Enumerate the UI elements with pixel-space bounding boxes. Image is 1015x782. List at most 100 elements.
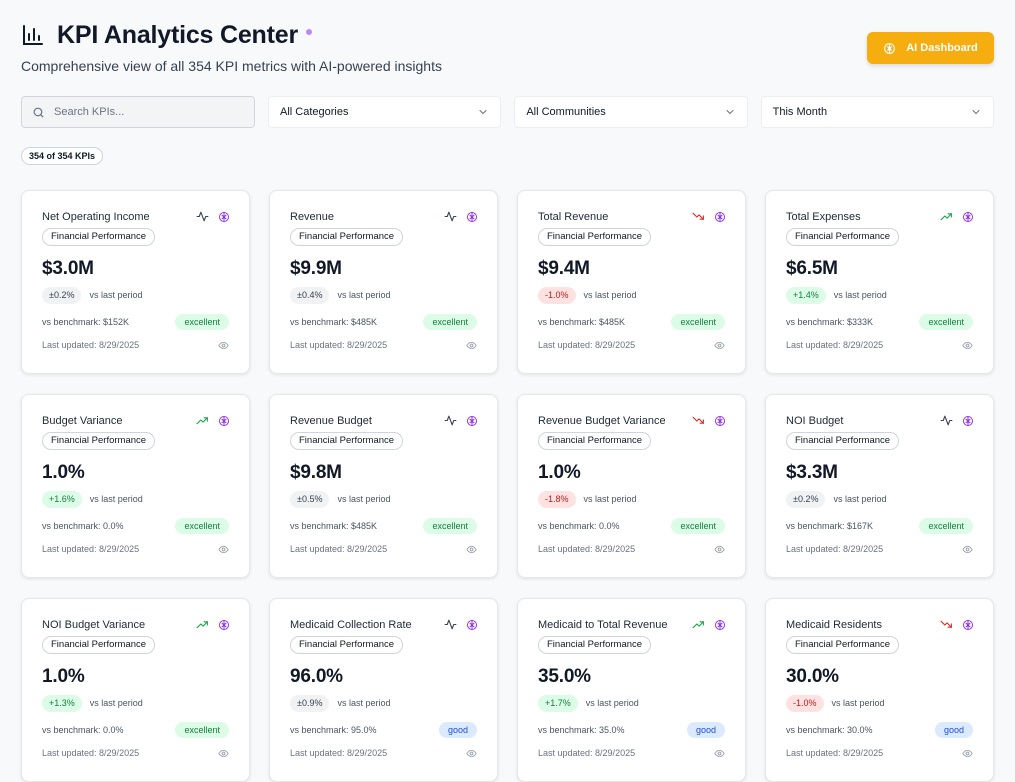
kpi-card[interactable]: Medicaid Residents Financial Performance… bbox=[765, 598, 994, 782]
kpi-card-icons bbox=[444, 618, 478, 631]
change-label: vs last period bbox=[583, 494, 637, 504]
eye-icon[interactable] bbox=[466, 340, 477, 351]
kpi-card[interactable]: NOI Budget Financial Performance $3.3M ±… bbox=[765, 394, 994, 578]
brain-icon[interactable] bbox=[714, 211, 726, 223]
benchmark-text: vs benchmark: $485K bbox=[290, 521, 378, 531]
kpi-name: Medicaid to Total Revenue bbox=[538, 619, 668, 631]
change-badge: ±0.9% bbox=[290, 694, 330, 712]
brain-icon[interactable] bbox=[962, 415, 974, 427]
brain-icon[interactable] bbox=[218, 619, 230, 631]
trending-up-icon bbox=[692, 618, 705, 631]
category-badge: Financial Performance bbox=[290, 432, 404, 450]
change-label: vs last period bbox=[89, 494, 143, 504]
kpi-value: $3.0M bbox=[42, 258, 94, 279]
brain-icon[interactable] bbox=[218, 211, 230, 223]
kpi-name: Budget Variance bbox=[42, 415, 123, 427]
kpi-card[interactable]: Total Revenue Financial Performance $9.4… bbox=[517, 190, 746, 374]
activity-icon bbox=[444, 618, 457, 631]
trending-down-icon bbox=[692, 210, 705, 223]
change-badge: +1.4% bbox=[786, 286, 826, 304]
category-badge: Financial Performance bbox=[538, 432, 652, 450]
kpi-card-icons bbox=[444, 210, 478, 223]
change-row: ±0.5% vs last period bbox=[290, 490, 477, 508]
eye-icon[interactable] bbox=[714, 340, 725, 351]
status-dot bbox=[305, 29, 312, 35]
kpi-card[interactable]: Budget Variance Financial Performance 1.… bbox=[21, 394, 250, 578]
kpi-card[interactable]: Revenue Financial Performance $9.9M ±0.4… bbox=[269, 190, 498, 374]
updated-row: Last updated: 8/29/2025 bbox=[42, 338, 229, 352]
category-badge: Financial Performance bbox=[786, 228, 900, 246]
kpi-card-icons bbox=[196, 414, 230, 427]
rating-badge: excellent bbox=[671, 314, 725, 330]
eye-icon[interactable] bbox=[714, 748, 725, 759]
benchmark-row: vs benchmark: $333K excellent bbox=[786, 313, 973, 331]
eye-icon[interactable] bbox=[466, 544, 477, 555]
benchmark-row: vs benchmark: 0.0% excellent bbox=[538, 517, 725, 535]
eye-icon[interactable] bbox=[466, 748, 477, 759]
updated-row: Last updated: 8/29/2025 bbox=[538, 746, 725, 760]
kpi-name: Revenue Budget Variance bbox=[538, 415, 666, 427]
rating-badge: good bbox=[438, 722, 477, 738]
category-badge: Financial Performance bbox=[786, 432, 900, 450]
rating-badge: excellent bbox=[423, 314, 477, 330]
benchmark-row: vs benchmark: 95.0% good bbox=[290, 721, 477, 739]
ai-dashboard-label: AI Dashboard bbox=[906, 42, 978, 54]
kpi-card[interactable]: NOI Budget Variance Financial Performanc… bbox=[21, 598, 250, 782]
eye-icon[interactable] bbox=[218, 748, 229, 759]
last-updated-text: Last updated: 8/29/2025 bbox=[290, 544, 388, 554]
brain-icon[interactable] bbox=[962, 211, 974, 223]
rating-badge: excellent bbox=[175, 518, 229, 534]
kpi-card[interactable]: Revenue Budget Financial Performance $9.… bbox=[269, 394, 498, 578]
page-header: KPI Analytics Center Comprehensive view … bbox=[21, 18, 994, 78]
period-select[interactable]: This Month bbox=[760, 96, 994, 128]
brain-icon[interactable] bbox=[218, 415, 230, 427]
eye-icon[interactable] bbox=[962, 748, 973, 759]
kpi-card[interactable]: Total Expenses Financial Performance $6.… bbox=[765, 190, 994, 374]
benchmark-text: vs benchmark: 95.0% bbox=[290, 725, 377, 735]
trending-up-icon bbox=[196, 618, 209, 631]
last-updated-text: Last updated: 8/29/2025 bbox=[538, 340, 636, 350]
benchmark-text: vs benchmark: 0.0% bbox=[538, 521, 620, 531]
eye-icon[interactable] bbox=[218, 340, 229, 351]
kpi-value: $9.4M bbox=[538, 258, 590, 279]
trending-up-icon bbox=[940, 210, 953, 223]
brain-icon[interactable] bbox=[714, 415, 726, 427]
brain-icon[interactable] bbox=[714, 619, 726, 631]
brain-icon[interactable] bbox=[466, 619, 478, 631]
rating-badge: good bbox=[934, 722, 973, 738]
kpi-card[interactable]: Net Operating Income Financial Performan… bbox=[21, 190, 250, 374]
kpi-card[interactable]: Revenue Budget Variance Financial Perfor… bbox=[517, 394, 746, 578]
change-badge: +1.7% bbox=[538, 694, 578, 712]
eye-icon[interactable] bbox=[962, 544, 973, 555]
kpi-value: 30.0% bbox=[786, 666, 839, 687]
benchmark-text: vs benchmark: $333K bbox=[786, 317, 874, 327]
kpi-card[interactable]: Medicaid to Total Revenue Financial Perf… bbox=[517, 598, 746, 782]
kpi-card-icons bbox=[940, 414, 974, 427]
change-badge: +1.6% bbox=[42, 490, 82, 508]
kpi-grid: Net Operating Income Financial Performan… bbox=[21, 190, 994, 782]
updated-row: Last updated: 8/29/2025 bbox=[290, 338, 477, 352]
change-badge: ±0.2% bbox=[786, 490, 826, 508]
category-select[interactable]: All Categories bbox=[268, 96, 502, 128]
change-badge: -1.8% bbox=[538, 490, 576, 508]
search-input[interactable] bbox=[54, 106, 234, 118]
community-select[interactable]: All Communities bbox=[514, 96, 748, 128]
change-label: vs last period bbox=[831, 698, 885, 708]
category-select-value: All Categories bbox=[280, 106, 349, 118]
kpi-card[interactable]: Medicaid Collection Rate Financial Perfo… bbox=[269, 598, 498, 782]
eye-icon[interactable] bbox=[218, 544, 229, 555]
updated-row: Last updated: 8/29/2025 bbox=[42, 746, 229, 760]
category-badge: Financial Performance bbox=[42, 636, 156, 654]
brain-icon[interactable] bbox=[466, 211, 478, 223]
brain-icon[interactable] bbox=[962, 619, 974, 631]
ai-dashboard-button[interactable]: AI Dashboard bbox=[867, 32, 994, 64]
rating-badge: excellent bbox=[919, 314, 973, 330]
brain-icon[interactable] bbox=[466, 415, 478, 427]
change-label: vs last period bbox=[337, 698, 391, 708]
eye-icon[interactable] bbox=[714, 544, 725, 555]
eye-icon[interactable] bbox=[962, 340, 973, 351]
kpi-name: NOI Budget bbox=[786, 415, 844, 427]
activity-icon bbox=[444, 210, 457, 223]
period-select-value: This Month bbox=[772, 106, 828, 118]
search-box[interactable] bbox=[21, 96, 255, 128]
